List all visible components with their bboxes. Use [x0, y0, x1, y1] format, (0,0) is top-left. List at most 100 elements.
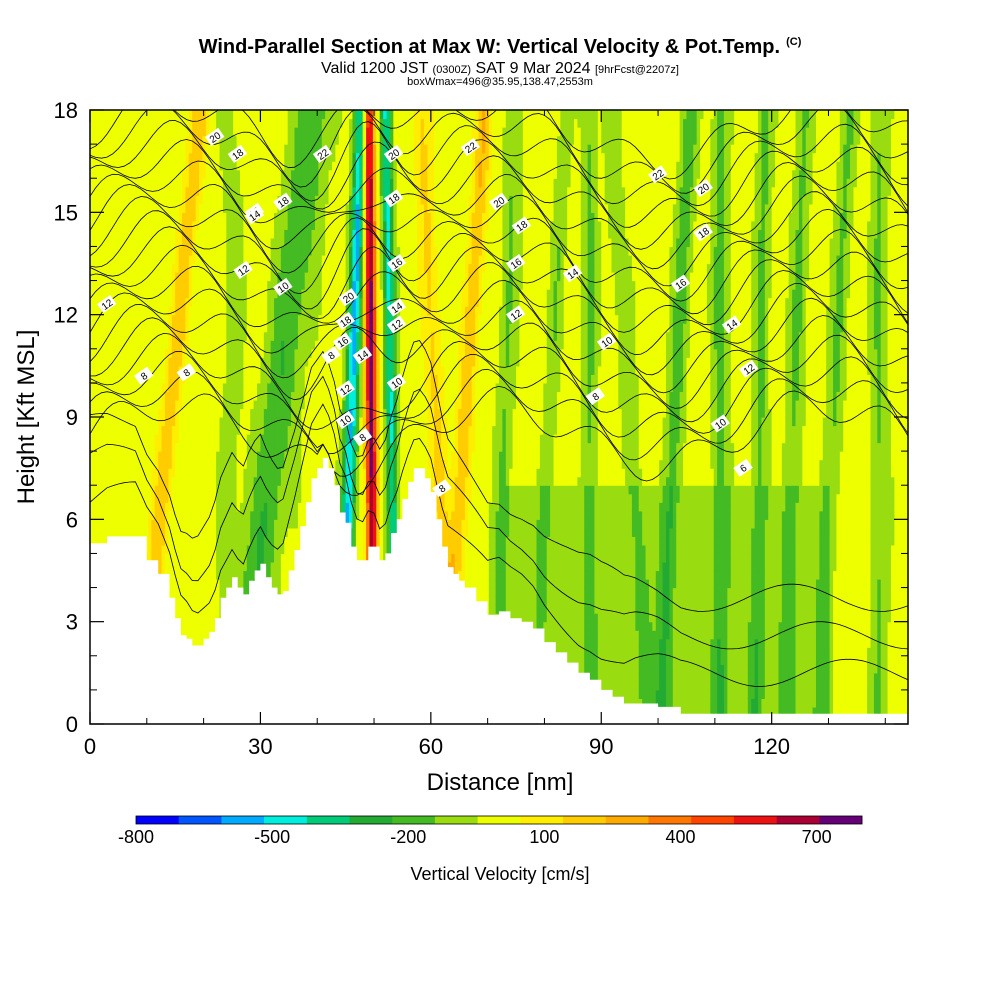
field-cell [263, 289, 268, 299]
field-cell [205, 613, 210, 623]
field-cell [130, 459, 135, 469]
field-cell [188, 417, 193, 427]
field-cell [229, 110, 234, 120]
field-cell [175, 306, 180, 316]
field-cell [297, 365, 302, 375]
field-cell [212, 408, 217, 418]
field-cell [182, 297, 187, 307]
field-cell [199, 348, 204, 358]
field-cell [110, 434, 115, 444]
field-cell [253, 468, 258, 478]
field-cell [93, 502, 98, 512]
field-cell [154, 178, 159, 188]
field-cell [195, 587, 200, 597]
field-cell [284, 127, 289, 137]
field-cell [314, 306, 319, 316]
field-cell [205, 408, 210, 418]
field-cell [287, 425, 292, 435]
field-cell [267, 544, 272, 555]
field-cell [280, 561, 285, 572]
field-cell [209, 493, 214, 503]
field-cell [243, 357, 248, 367]
field-cell [130, 382, 135, 393]
field-cell [202, 544, 207, 555]
field-cell [287, 485, 292, 495]
field-cell [185, 451, 190, 461]
field-cell [243, 340, 248, 350]
field-cell [284, 408, 289, 418]
field-cell [243, 195, 248, 205]
field-cell [294, 510, 299, 520]
field-cell [90, 229, 95, 239]
field-cell [178, 451, 183, 461]
field-cell [287, 297, 292, 307]
field-cell [318, 289, 323, 299]
field-cell [243, 229, 248, 239]
field-cell [277, 510, 282, 520]
field-cell [229, 527, 234, 537]
field-cell [130, 246, 135, 256]
field-cell [161, 263, 166, 273]
field-cell [297, 127, 302, 137]
field-cell [205, 561, 210, 572]
field-cell [185, 127, 190, 137]
field-cell [178, 399, 183, 410]
field-cell [175, 127, 180, 137]
field-cell [260, 399, 265, 410]
field-cell [151, 212, 156, 222]
field-cell [188, 186, 193, 196]
field-cell [321, 382, 326, 393]
field-cell [301, 365, 306, 375]
field-cell [277, 459, 282, 469]
field-cell [270, 340, 275, 350]
field-cell [246, 161, 251, 171]
field-cell [212, 613, 217, 623]
field-cell [195, 272, 200, 282]
field-cell [175, 476, 180, 486]
field-cell [134, 348, 139, 358]
field-cell [280, 144, 285, 154]
field-cell [209, 476, 214, 486]
field-cell [304, 178, 309, 188]
field-cell [294, 203, 299, 213]
field-cell [250, 570, 255, 580]
field-cell [253, 536, 258, 546]
field-cell [185, 314, 190, 324]
field-cell [236, 280, 241, 290]
field-cell [243, 476, 248, 486]
field-cell [113, 365, 118, 375]
field-cell [270, 135, 275, 145]
field-cell [168, 553, 173, 563]
field-cell [263, 280, 268, 290]
field-cell [318, 186, 323, 196]
field-cell [219, 323, 224, 333]
field-cell [250, 314, 255, 324]
field-cell [90, 493, 95, 503]
field-cell [308, 110, 313, 120]
field-cell [199, 468, 204, 478]
field-cell [243, 510, 248, 520]
field-cell [294, 434, 299, 444]
field-cell [253, 493, 258, 503]
field-cell [233, 408, 238, 418]
field-cell [158, 536, 163, 546]
field-cell [212, 169, 217, 179]
field-cell [185, 570, 190, 580]
field-cell [222, 382, 227, 393]
field-cell [287, 382, 292, 393]
field-cell [175, 203, 180, 213]
field-cell [250, 323, 255, 333]
field-cell [151, 220, 156, 230]
field-cell [274, 237, 279, 248]
field-cell [205, 417, 210, 427]
field-cell [321, 237, 326, 248]
field-cell [175, 519, 180, 529]
field-cell [137, 323, 142, 333]
field-cell [205, 425, 210, 435]
field-cell [199, 374, 204, 384]
field-cell [246, 527, 251, 537]
field-cell [103, 391, 108, 401]
field-cell [226, 144, 231, 154]
field-cell [246, 280, 251, 290]
field-cell [311, 203, 316, 213]
